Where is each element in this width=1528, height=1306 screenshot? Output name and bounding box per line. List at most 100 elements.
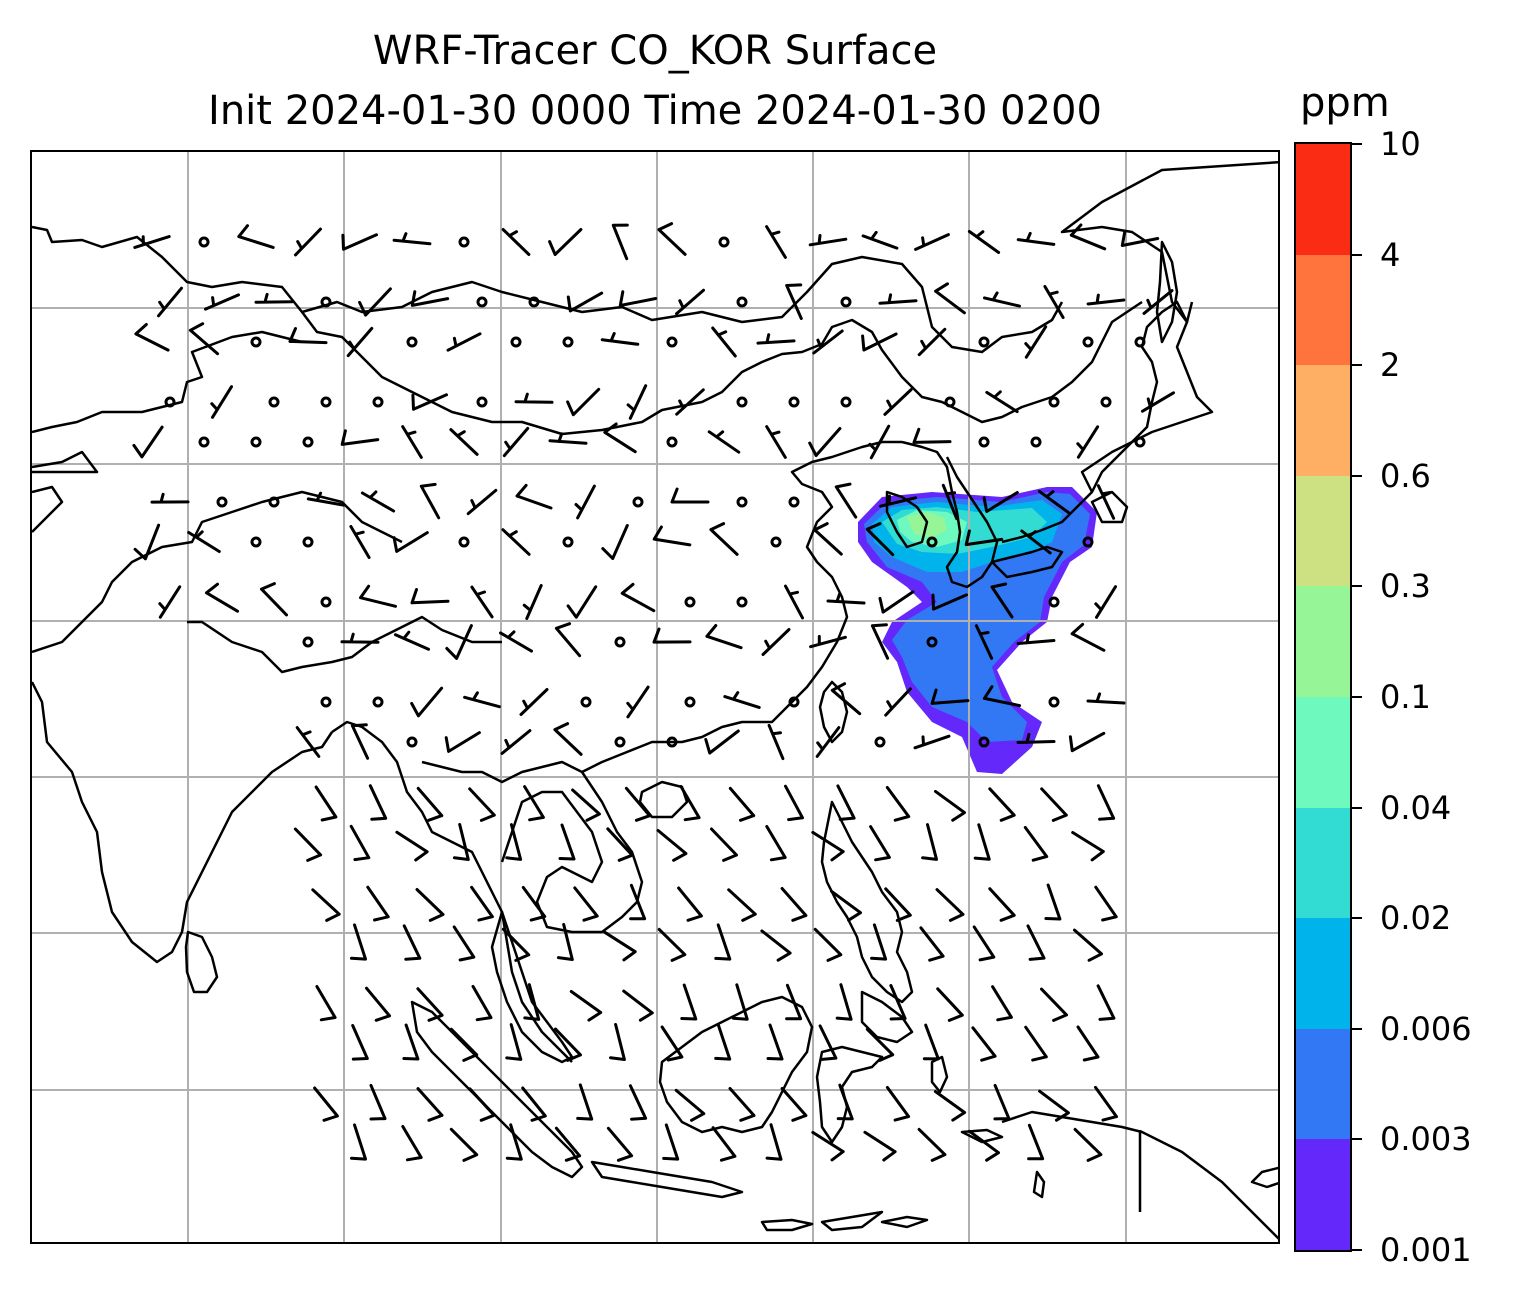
calm-wind-marker	[562, 536, 574, 548]
wind-barb	[514, 392, 554, 404]
wind-barb	[861, 230, 899, 250]
wind-barb	[150, 492, 190, 504]
calm-wind-marker	[840, 396, 852, 408]
colorbar-segment	[1296, 1028, 1350, 1140]
wind-barb	[883, 388, 913, 416]
calm-wind-marker	[250, 536, 262, 548]
wind-barb	[569, 990, 603, 1022]
colorbar-tick	[1352, 1249, 1362, 1251]
wind-barb	[1016, 733, 1056, 744]
wind-barb	[558, 823, 576, 861]
colorbar-tick	[1352, 696, 1362, 698]
wind-barb	[295, 726, 321, 758]
wind-barb	[780, 1087, 808, 1122]
wind-barb	[988, 787, 1016, 822]
calm-wind-marker	[1100, 396, 1112, 408]
wind-barb	[868, 424, 891, 460]
calm-wind-marker	[684, 596, 696, 608]
wind-barb	[351, 1024, 369, 1061]
wind-barb	[157, 286, 183, 318]
wind-barb	[571, 788, 601, 822]
wind-barb	[1094, 585, 1117, 619]
wind-barb	[415, 888, 445, 922]
wind-barb	[657, 927, 687, 962]
wind-barb	[624, 786, 652, 822]
calm-wind-marker	[1048, 396, 1060, 408]
calm-wind-marker	[1134, 336, 1146, 348]
calm-wind-marker	[1134, 436, 1146, 448]
wind-barb	[294, 227, 322, 257]
wind-barb	[314, 785, 338, 822]
wind-barb	[878, 293, 918, 305]
wind-barb	[865, 1027, 895, 1062]
wind-barb	[675, 388, 705, 416]
calm-wind-marker	[528, 296, 540, 308]
colorbar-segment	[1296, 144, 1350, 255]
wind-barb	[974, 624, 994, 660]
wind-barb	[921, 823, 938, 861]
wind-barb	[1086, 692, 1126, 705]
wind-barb	[554, 1027, 582, 1062]
wind-barb	[603, 422, 637, 454]
wind-barb	[444, 731, 481, 753]
wind-barb	[652, 627, 692, 644]
wind-barb	[1023, 826, 1049, 862]
wind-barb	[917, 327, 947, 357]
colorbar-tick-label: 0.001	[1380, 1231, 1472, 1269]
wind-barb	[449, 428, 479, 456]
colorbar-segment	[1296, 475, 1350, 587]
wind-barb	[293, 827, 323, 862]
wind-barb	[505, 823, 523, 861]
wind-barb	[1016, 633, 1056, 645]
wind-barb	[500, 729, 532, 755]
wind-barb	[670, 487, 710, 504]
wind-barb	[1040, 787, 1068, 822]
wind-barb	[767, 723, 785, 761]
map-subtitle: Init 2024-01-30 0000 Time 2024-01-30 020…	[208, 88, 1102, 134]
calm-wind-marker	[666, 436, 678, 448]
calm-wind-marker	[874, 736, 886, 748]
wind-barb	[313, 1086, 339, 1122]
calm-wind-marker	[320, 396, 332, 408]
wind-barb	[760, 929, 792, 962]
wind-barb	[704, 729, 740, 755]
wind-barb	[468, 1087, 496, 1122]
wind-barb	[1094, 885, 1118, 922]
wind-barb	[728, 1087, 756, 1122]
colorbar-segment	[1296, 586, 1350, 698]
wind-barb	[1073, 928, 1103, 962]
wind-barb	[765, 225, 787, 259]
wind-barb	[869, 825, 891, 862]
wind-barb	[158, 585, 182, 619]
wind-barb	[815, 726, 841, 758]
calm-wind-marker	[302, 536, 314, 548]
wind-barb	[205, 582, 239, 613]
wind-barb	[501, 528, 531, 556]
wind-barb	[964, 529, 1004, 547]
wind-barb	[392, 232, 432, 246]
calm-wind-marker	[476, 296, 488, 308]
map-title: WRF-Tracer CO_KOR Surface	[372, 28, 938, 74]
wind-barb	[714, 1023, 732, 1061]
wind-barb	[811, 830, 845, 862]
calm-wind-marker	[216, 496, 228, 508]
colorbar-tick-label: 4	[1380, 235, 1401, 274]
wind-barb	[931, 593, 968, 611]
wind-barb	[707, 430, 741, 454]
wind-barb	[1096, 984, 1116, 1021]
wind-barb	[674, 1088, 706, 1122]
wind-barb	[1094, 1085, 1118, 1122]
wind-barb	[889, 984, 907, 1021]
colorbar-tick-label: 0.6	[1380, 456, 1431, 495]
colorbar-tick-label: 0.04	[1380, 788, 1452, 827]
wind-barb	[711, 1126, 737, 1162]
wind-barb	[410, 290, 450, 307]
wind-barb	[835, 983, 853, 1021]
wind-barb	[505, 1123, 523, 1161]
wind-barb	[1026, 924, 1046, 961]
wind-barb	[548, 432, 588, 445]
wind-barb	[340, 429, 380, 446]
wind-barb	[1096, 784, 1116, 821]
wind-barb	[350, 923, 367, 961]
wind-barb	[884, 887, 912, 922]
